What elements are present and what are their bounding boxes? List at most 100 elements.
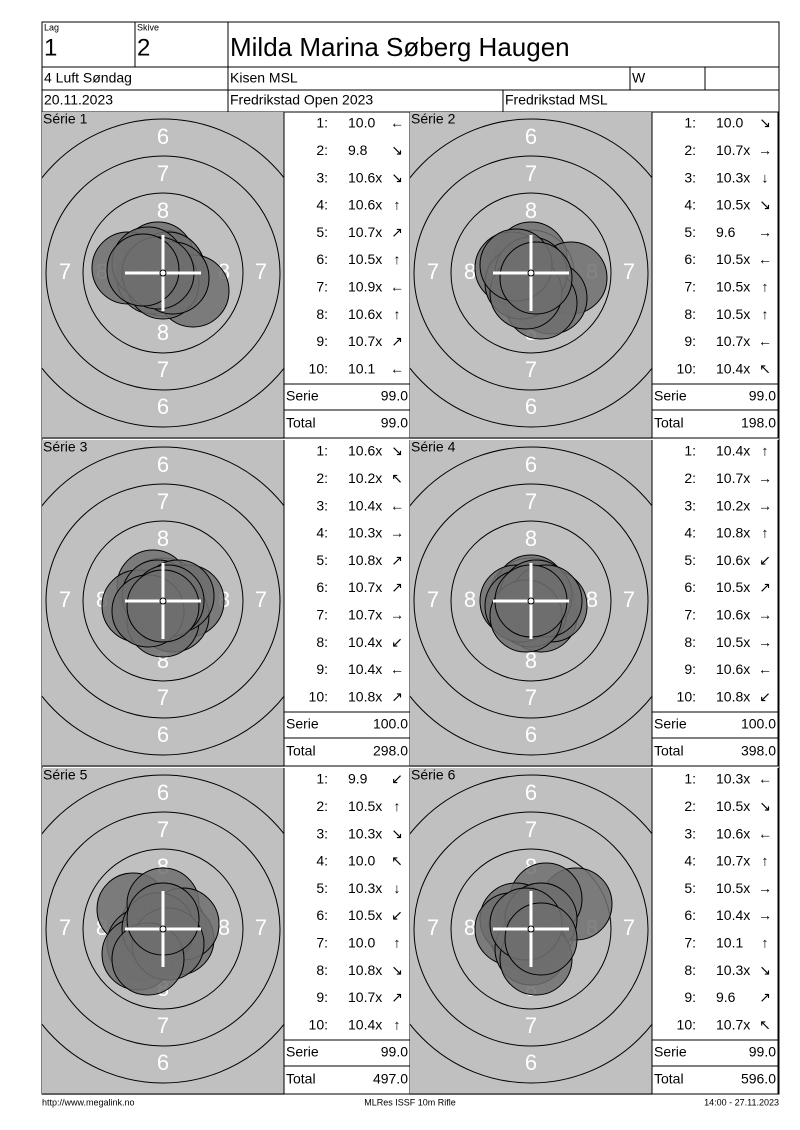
- shot-number: 5:: [684, 224, 696, 240]
- shot-direction: ←: [390, 497, 404, 513]
- ring: [413, 811, 649, 1047]
- serie-score: 100.0: [741, 716, 776, 732]
- shot-score: 10.3x: [348, 880, 382, 896]
- shot-score: 10.0: [716, 115, 743, 131]
- shooter-name: Milda Marina Søberg Haugen: [230, 32, 570, 62]
- shot-direction: ↓: [762, 169, 769, 185]
- shot-direction: ←: [390, 279, 404, 295]
- total-score: 398.0: [741, 743, 776, 759]
- shot-number: 1:: [684, 771, 696, 787]
- shot-score: 10.5x: [716, 798, 750, 814]
- footer-url: http://www.megalink.no: [42, 1097, 135, 1107]
- shot-score: 10.7x: [348, 224, 382, 240]
- total-label: Total: [286, 415, 316, 431]
- shot-direction: ←: [758, 333, 772, 349]
- shot-score: 10.7x: [716, 333, 750, 349]
- shot-direction: →: [758, 634, 772, 650]
- shot-number: 8:: [684, 962, 696, 978]
- total-label: Total: [654, 743, 684, 759]
- shot-score: 10.0: [348, 935, 375, 951]
- ring-label: 7: [157, 685, 169, 710]
- ring-label: 7: [59, 259, 71, 284]
- shot-score: 10.6x: [716, 552, 750, 568]
- shot-number: 4:: [316, 525, 328, 541]
- shot-number: 6:: [684, 579, 696, 595]
- shot-score: 10.5x: [348, 907, 382, 923]
- shot-number: 5:: [684, 880, 696, 896]
- ring: [42, 118, 284, 428]
- ring-label: 6: [157, 452, 169, 477]
- shot-direction: ←: [758, 825, 772, 841]
- shot-direction: ←: [390, 661, 404, 677]
- shot-number: 6:: [316, 251, 328, 267]
- shot-direction: ↑: [762, 279, 769, 295]
- ring-label: 7: [59, 915, 71, 940]
- shot-direction: →: [758, 907, 772, 923]
- shot-score: 10.7x: [348, 333, 382, 349]
- ring: [42, 774, 284, 1084]
- shot-direction: →: [758, 224, 772, 240]
- shot-score: 10.5x: [716, 279, 750, 295]
- ring: [82, 520, 244, 682]
- shot-score: 10.4x: [348, 634, 382, 650]
- shot-score: 9.8: [348, 142, 368, 158]
- shot-number: 3:: [684, 169, 696, 185]
- ring-label: 6: [157, 722, 169, 747]
- shot-direction: →: [758, 880, 772, 896]
- shot-score: 9.6: [716, 989, 736, 1005]
- ring-label: 7: [525, 817, 537, 842]
- series-title: Série 4: [411, 439, 456, 455]
- shot-score: 10.4x: [348, 1016, 382, 1032]
- shot-number: 4:: [316, 853, 328, 869]
- shot-direction: ↗: [759, 989, 771, 1005]
- shot-direction: ↑: [394, 935, 401, 951]
- shot-number: 1:: [316, 771, 328, 787]
- shot-score: 10.4x: [348, 661, 382, 677]
- shot-score: 10.8x: [348, 962, 382, 978]
- shot-number: 8:: [684, 306, 696, 322]
- ring-label: 7: [525, 1013, 537, 1038]
- ring-label: 6: [157, 124, 169, 149]
- shot-number: 3:: [316, 497, 328, 513]
- ring-label: 8: [525, 526, 537, 551]
- shot-number: 9:: [684, 333, 696, 349]
- ring: [82, 848, 244, 1010]
- shot-direction: ↙: [759, 552, 771, 568]
- shot-score: 10.6x: [716, 607, 750, 623]
- shot-number: 10:: [309, 360, 328, 376]
- shot-number: 9:: [684, 989, 696, 1005]
- shot-number: 10:: [677, 360, 696, 376]
- total-score: 596.0: [741, 1071, 776, 1087]
- lag: 1: [44, 34, 57, 61]
- shot-number: 3:: [684, 825, 696, 841]
- shot-number: 8:: [316, 306, 328, 322]
- shot-direction: ↗: [759, 579, 771, 595]
- shot-score: 10.5x: [716, 880, 750, 896]
- ring-label: 7: [157, 161, 169, 186]
- ring-label: 7: [623, 915, 635, 940]
- ring: [45, 155, 281, 391]
- ring-label: 6: [157, 780, 169, 805]
- total-label: Total: [654, 415, 684, 431]
- shot-number: 2:: [684, 142, 696, 158]
- shot-direction: →: [758, 607, 772, 623]
- shot-score: 10.6x: [716, 661, 750, 677]
- shot-direction: ↖: [391, 853, 403, 869]
- shot-score: 10.6x: [348, 197, 382, 213]
- shot-direction: →: [390, 607, 404, 623]
- shot-direction: ↗: [391, 552, 403, 568]
- ring-label: 6: [157, 394, 169, 419]
- serie-score: 99.0: [749, 388, 776, 404]
- shot-number: 10:: [309, 688, 328, 704]
- shot-score: 10.7x: [348, 989, 382, 1005]
- shot-number: 1:: [684, 443, 696, 459]
- ring-label: 7: [59, 587, 71, 612]
- shot-direction: ↑: [762, 935, 769, 951]
- ring-label: 7: [623, 587, 635, 612]
- lag-label: Lag: [44, 22, 59, 32]
- event: Fredrikstad Open 2023: [230, 92, 373, 108]
- shot-direction: ↗: [391, 688, 403, 704]
